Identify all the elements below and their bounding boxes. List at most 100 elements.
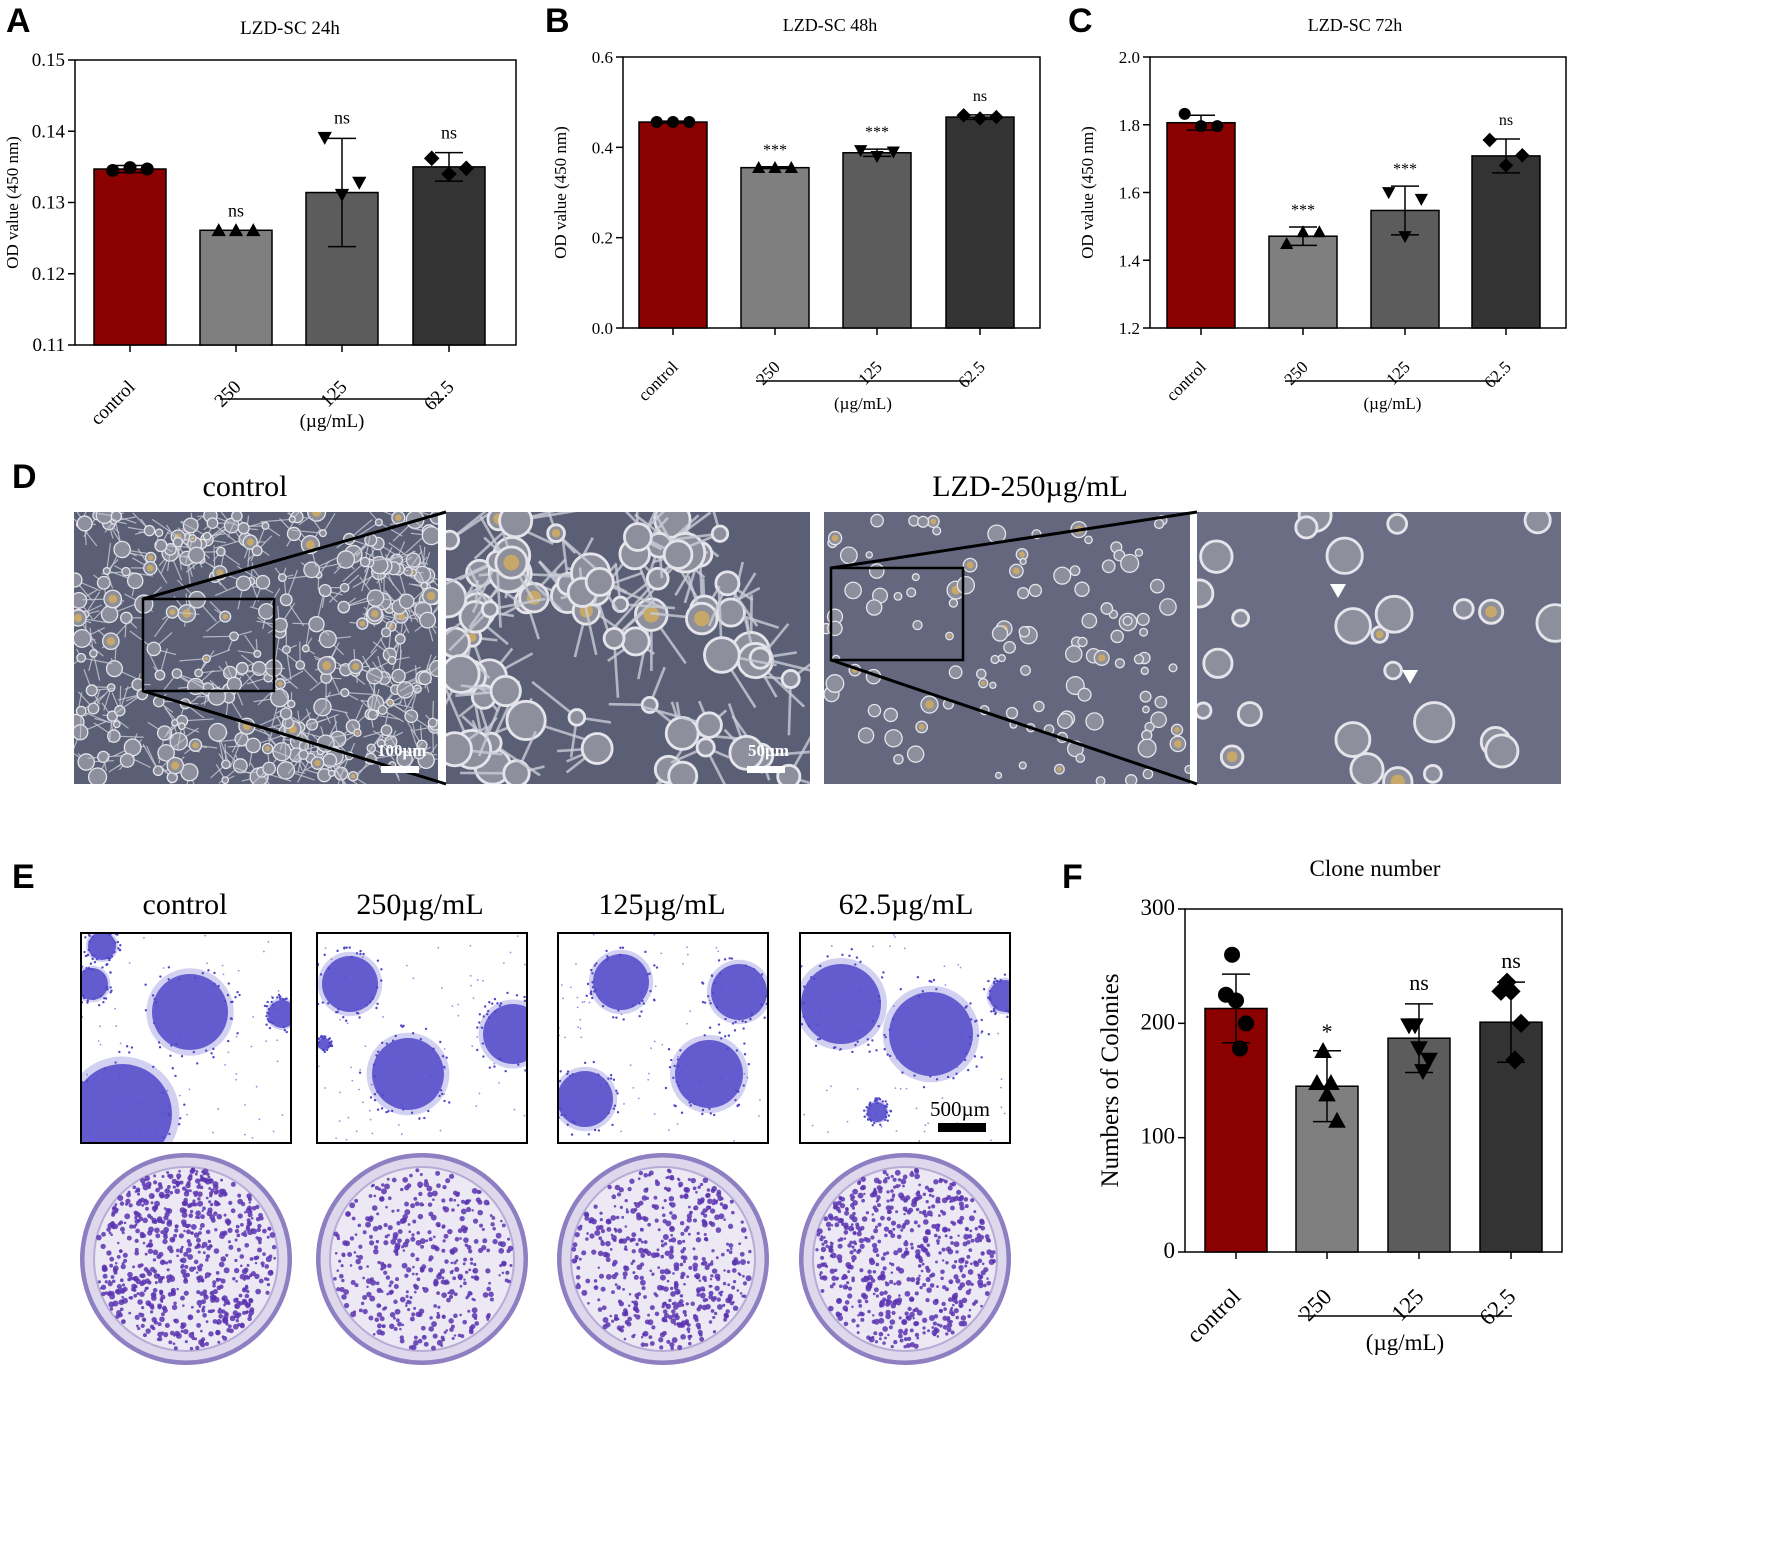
colony-speck (585, 994, 588, 998)
colony-dot (709, 1208, 716, 1214)
colony-dot (709, 1261, 714, 1266)
colony-dot (445, 1329, 449, 1332)
colony-dot (353, 1251, 357, 1254)
colony-dot (941, 1226, 948, 1233)
colony-dot (730, 1247, 733, 1251)
colony-speck (205, 1049, 208, 1052)
cell-nucleus (355, 730, 360, 735)
colony-dot (679, 1262, 684, 1267)
colony-dot (248, 1201, 252, 1204)
colony-dot (402, 1241, 409, 1248)
colony-dot (874, 1225, 878, 1229)
cell-process (85, 591, 101, 615)
cell-speck (562, 997, 564, 1000)
colony-dot (882, 1169, 887, 1175)
cell-speck (339, 1018, 341, 1021)
colony-dot (903, 1337, 908, 1342)
colony-dot (968, 1248, 973, 1253)
colony-dot (205, 1254, 211, 1259)
colony-dot (378, 1196, 385, 1202)
colony-dot (851, 1278, 855, 1283)
colony-dot (343, 1302, 350, 1309)
data-point (211, 223, 226, 237)
colony-dot (389, 1311, 396, 1318)
colony-dot (160, 1230, 165, 1235)
colony-dot (369, 1240, 375, 1246)
colony-dot (631, 1249, 636, 1254)
colony-speck (992, 1009, 995, 1013)
cell (287, 699, 296, 709)
cell (343, 532, 356, 546)
cell (1374, 594, 1414, 634)
colony-dot (682, 1239, 686, 1243)
colony-dot (383, 1270, 388, 1275)
colony-dot (336, 1287, 341, 1292)
colony-dot (692, 1247, 696, 1251)
colony-dot (980, 1304, 983, 1308)
colony-speck (180, 1054, 184, 1058)
colony-dot (942, 1315, 948, 1321)
colony-dot (144, 1278, 151, 1284)
colony-dot (892, 1227, 896, 1231)
cell-speck (441, 987, 443, 989)
cell-speck (743, 1072, 746, 1075)
colony-dot (399, 1296, 406, 1303)
colony-dot (143, 1289, 147, 1293)
colony-dot (471, 1307, 478, 1314)
colony-speck (268, 1026, 272, 1030)
colony-dot (890, 1344, 894, 1349)
colony-speck (609, 1074, 613, 1077)
colony-dot (171, 1290, 176, 1295)
colony-speck (226, 993, 230, 997)
colony-dot (430, 1244, 436, 1250)
colony-speck (566, 1123, 569, 1126)
colony-dot (940, 1276, 944, 1281)
colony-dot (938, 1214, 941, 1217)
colony-dot (201, 1308, 206, 1313)
colony-dot (129, 1295, 134, 1300)
colony-dot (669, 1286, 674, 1291)
colony (989, 980, 1009, 1012)
colony-speck (875, 1099, 879, 1102)
colony-dot (253, 1255, 258, 1261)
colony-dot (498, 1274, 501, 1277)
colony-dot (857, 1192, 864, 1199)
cell (119, 752, 135, 768)
colony-dot (135, 1324, 139, 1328)
colony-speck (749, 1017, 752, 1021)
cell-speck (82, 1016, 84, 1018)
cell-speck (318, 1065, 320, 1068)
colony-image-62 (799, 932, 1011, 1144)
colony-dot (829, 1284, 834, 1289)
colony-dot (611, 1319, 615, 1323)
colony-dot (430, 1345, 436, 1351)
colony-dot (663, 1286, 669, 1292)
colony-speck (276, 996, 279, 999)
colony-dot (134, 1250, 140, 1256)
colony-dot (967, 1269, 974, 1275)
colony-dot (648, 1335, 653, 1340)
data-point (1280, 237, 1294, 250)
cell-speck (837, 1035, 840, 1038)
colony-dot (197, 1191, 203, 1197)
colony-dot (661, 1304, 665, 1309)
colony-dot (876, 1195, 881, 1200)
colony-dot (629, 1239, 633, 1243)
colony-dot (725, 1242, 730, 1246)
cell (179, 698, 191, 710)
colony-dot (221, 1335, 225, 1339)
colony-dot (159, 1292, 163, 1296)
cell-speck (676, 1123, 679, 1125)
colony-speck (167, 978, 170, 981)
colony-dot (660, 1254, 665, 1259)
cell (710, 524, 730, 543)
colony-dot (354, 1233, 358, 1236)
colony-dot (249, 1257, 254, 1261)
colony-speck (118, 948, 122, 952)
cell-speck (1000, 1078, 1003, 1080)
colony-speck (106, 956, 109, 960)
colony-dot (433, 1304, 437, 1308)
colony-dot (885, 1302, 890, 1307)
colony-dot (660, 1243, 665, 1248)
colony-dot (841, 1276, 846, 1281)
